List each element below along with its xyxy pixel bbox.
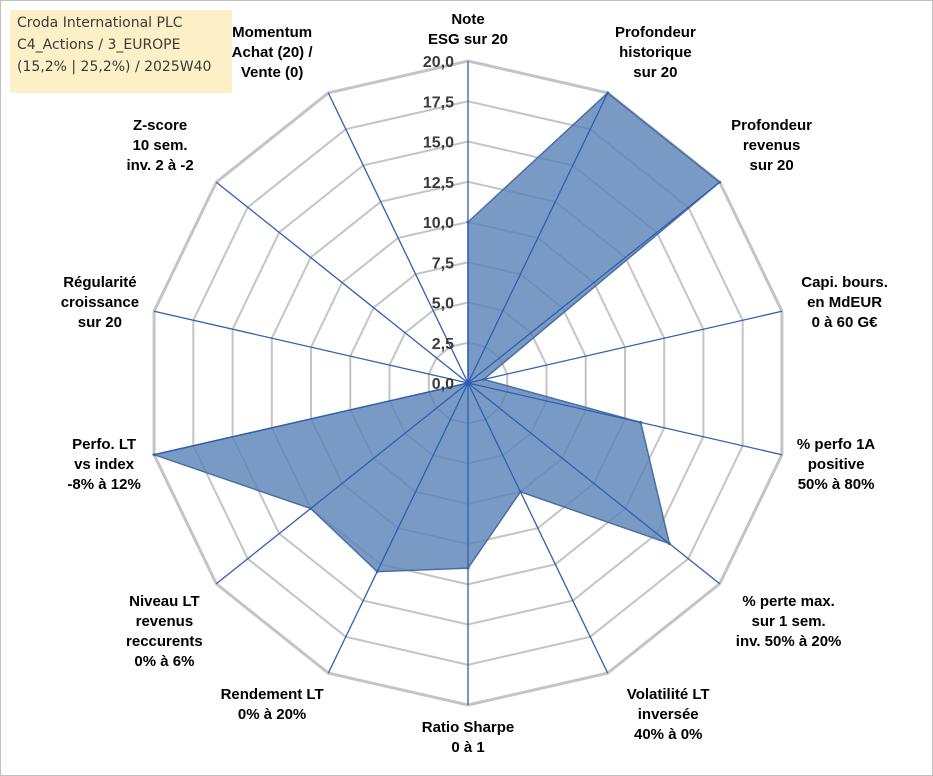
axis-label: Profondeur revenus sur 20 [731,117,812,174]
tick-label-layer: 0,0 2,5 5,0 7,5 10,0 12,5 15,0 17,5 20,0 [423,54,454,393]
axis-label: Capi. bours. en MdEUR 0 à 60 G€ [801,274,888,331]
tick-label: 12,5 [423,175,454,192]
company-name: Croda International PLC [17,15,183,31]
spoke-layer [153,61,783,705]
tick-label: 15,0 [423,135,454,152]
axis-label: Ratio Sharpe 0 à 1 [422,719,515,756]
axis-spoke [153,382,469,456]
axis-label: Volatilité LT inversée 40% à 0% [627,686,710,743]
axis-label: Régularité croissance sur 20 [61,274,139,331]
axis-spoke [467,92,609,384]
tick-label: 10,0 [423,215,454,232]
axis-label: Z-score 10 sem. inv. 2 à -2 [126,117,193,174]
chart-title-box: Croda International PLC C4_Actions / 3_E… [10,10,232,93]
axis-label: Note ESG sur 20 [428,11,508,48]
axis-spoke [215,181,469,384]
tick-label: 0,0 [432,376,454,393]
axis-spoke [467,181,721,384]
axis-label: % perte max. sur 1 sem. inv. 50% à 20% [736,593,842,650]
axis-label: Profondeur historique sur 20 [615,24,696,81]
axis-label: Niveau LT revenus reccurents 0% à 6% [126,593,203,670]
axis-label: Perfo. LT vs index -8% à 12% [67,436,140,493]
category-line: C4_Actions / 3_EUROPE [17,37,181,53]
axis-spoke [467,310,783,384]
axis-spoke [327,382,469,674]
tick-label: 2,5 [432,336,454,353]
axis-spoke [467,382,609,674]
tick-label: 7,5 [432,255,454,272]
axis-spoke [215,382,469,585]
axis-label: % perfo 1A positive 50% à 80% [797,436,876,493]
axis-spoke [153,310,469,384]
axis-spoke [467,382,783,456]
stats-line: (15,2% | 25,2%) / 2025W40 [17,59,212,75]
axis-spoke [467,382,721,585]
axis-label-layer: Note ESG sur 20 Profondeur historique sur 20… [61,11,888,756]
tick-label: 17,5 [423,94,454,111]
tick-label: 20,0 [423,54,454,71]
tick-label: 5,0 [432,296,454,313]
axis-label: Momentum Achat (20) / Vente (0) [232,24,314,81]
axis-spoke [327,92,469,384]
axis-label: Rendement LT 0% à 20% [221,686,324,723]
